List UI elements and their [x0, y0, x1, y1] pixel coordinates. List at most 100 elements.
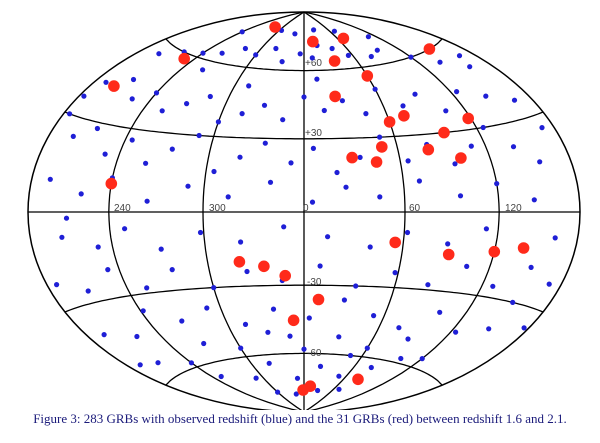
- grb-point-blue: [144, 198, 150, 204]
- grb-point-blue: [453, 329, 459, 335]
- grb-point-blue: [297, 51, 303, 57]
- grb-point-red: [423, 43, 436, 55]
- grb-point-blue: [253, 52, 259, 58]
- grb-point-blue: [528, 264, 534, 270]
- grb-point-blue: [201, 340, 207, 347]
- grb-point-red: [422, 143, 435, 156]
- grb-point-blue: [179, 318, 185, 324]
- grb-point-blue: [273, 45, 279, 52]
- grb-point-red: [370, 156, 383, 168]
- grb-point-red: [287, 314, 300, 327]
- grb-point-blue: [140, 308, 146, 314]
- tick-labels: 240 300 0 60 120 +60 +30 -30 -60: [114, 58, 522, 359]
- grb-point-blue: [238, 345, 244, 351]
- sky-map: 240 300 0 60 120 +60 +30 -30 -60: [27, 11, 581, 410]
- grb-point-blue: [207, 93, 213, 100]
- grb-point-blue: [129, 96, 135, 102]
- grb-point-blue: [364, 345, 370, 351]
- grb-point-blue: [267, 179, 274, 185]
- grb-point-blue: [405, 158, 411, 164]
- grb-point-blue: [242, 45, 248, 52]
- grb-point-blue: [331, 28, 337, 34]
- grb-point-blue: [315, 387, 321, 394]
- grb-point-blue: [374, 47, 380, 53]
- grb-point-blue: [425, 282, 431, 288]
- figure-caption: Figure 3: 283 GRBs with observed redshif…: [33, 411, 567, 426]
- grb-point-blue: [287, 333, 293, 339]
- grb-point-blue: [321, 107, 327, 114]
- lon-tick-240: 240: [114, 203, 131, 214]
- grb-point-blue: [357, 154, 363, 160]
- grb-point-blue: [211, 168, 217, 175]
- grb-point-blue: [169, 146, 175, 152]
- grb-point-blue: [288, 160, 294, 166]
- grb-point-blue: [392, 270, 398, 276]
- grb-point-blue: [339, 98, 345, 104]
- grb-point-blue: [137, 362, 143, 368]
- grb-point-blue: [445, 241, 451, 247]
- grb-point-blue: [261, 102, 268, 108]
- grb-point-blue: [306, 315, 312, 321]
- grb-point-blue: [539, 125, 545, 131]
- grb-point-blue: [329, 45, 335, 52]
- grb-point-blue: [363, 111, 369, 117]
- grb-point-blue: [400, 103, 406, 109]
- grb-point-blue: [279, 59, 285, 65]
- grb-point-blue: [200, 67, 206, 73]
- grb-point-blue: [265, 329, 271, 335]
- grb-point-red: [488, 245, 501, 258]
- grb-point-blue: [134, 333, 140, 340]
- lat-tick-plus30: +30: [305, 128, 322, 139]
- grb-point-blue: [309, 55, 315, 61]
- grb-point-blue: [311, 27, 317, 33]
- grb-point-blue: [238, 239, 244, 245]
- coordinate-grid: [28, 11, 580, 410]
- grb-point-blue: [102, 151, 108, 157]
- grb-point-blue: [336, 334, 342, 340]
- lon-tick-0: 0: [303, 203, 309, 214]
- grb-point-red: [389, 236, 402, 249]
- grb-point-red: [233, 255, 246, 268]
- grb-point-blue: [452, 161, 458, 167]
- grb-point-red: [269, 21, 281, 33]
- grb-point-blue: [95, 244, 101, 250]
- grb-point-blue: [280, 117, 286, 123]
- grb-point-blue: [437, 309, 443, 315]
- grb-point-blue: [343, 184, 349, 190]
- grb-point-blue: [188, 360, 194, 366]
- grb-point-blue: [367, 244, 373, 250]
- grb-point-blue: [317, 263, 323, 269]
- grb-point-blue: [237, 154, 243, 160]
- grb-point-blue: [242, 321, 249, 327]
- grb-point-blue: [85, 288, 91, 294]
- grb-point-red: [352, 373, 364, 386]
- grb-point-blue: [334, 169, 340, 176]
- grb-point-blue: [184, 101, 190, 107]
- grb-point-blue: [158, 246, 164, 252]
- grb-point-red: [462, 112, 475, 125]
- grb-point-blue: [215, 119, 221, 125]
- grb-point-blue: [197, 229, 204, 236]
- lat-tick-plus60: +60: [305, 58, 322, 69]
- grb-point-blue: [81, 93, 87, 99]
- grb-point-blue: [483, 226, 489, 232]
- grb-point-blue: [185, 183, 191, 189]
- grb-point-blue: [159, 108, 165, 114]
- meridian-line: [108, 11, 305, 410]
- grb-point-blue: [510, 299, 516, 305]
- grb-point-blue: [246, 83, 252, 89]
- grb-point-blue: [314, 76, 320, 82]
- grb-point-red: [304, 380, 317, 393]
- grb-point-red: [361, 70, 374, 82]
- grb-point-blue: [443, 108, 449, 114]
- grb-point-red: [517, 242, 530, 254]
- grb-point-blue: [156, 51, 162, 57]
- grb-point-blue: [200, 50, 206, 56]
- grb-point-blue: [101, 332, 107, 338]
- grb-point-blue: [396, 325, 402, 331]
- grb-point-blue: [377, 194, 383, 200]
- grb-point-blue: [169, 267, 175, 273]
- grb-point-red: [438, 126, 450, 139]
- grb-point-blue: [253, 375, 259, 381]
- lat-tick-minus30: -30: [307, 277, 322, 288]
